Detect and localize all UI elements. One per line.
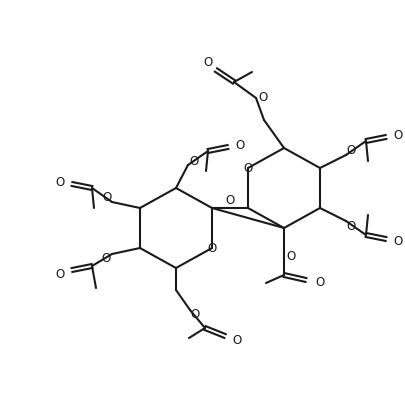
Text: O: O <box>315 277 324 290</box>
Text: O: O <box>232 334 241 347</box>
Text: O: O <box>235 139 244 152</box>
Text: O: O <box>258 91 267 103</box>
Text: O: O <box>286 251 295 264</box>
Text: O: O <box>207 241 216 254</box>
Text: O: O <box>55 267 64 280</box>
Text: O: O <box>392 129 402 142</box>
Text: O: O <box>189 155 198 168</box>
Text: O: O <box>225 194 234 207</box>
Text: O: O <box>190 308 199 321</box>
Text: O: O <box>392 235 402 248</box>
Text: O: O <box>55 176 64 189</box>
Text: O: O <box>243 161 252 174</box>
Text: O: O <box>102 191 111 204</box>
Text: O: O <box>345 220 355 233</box>
Text: O: O <box>345 143 355 157</box>
Text: O: O <box>101 253 110 266</box>
Text: O: O <box>203 55 212 68</box>
